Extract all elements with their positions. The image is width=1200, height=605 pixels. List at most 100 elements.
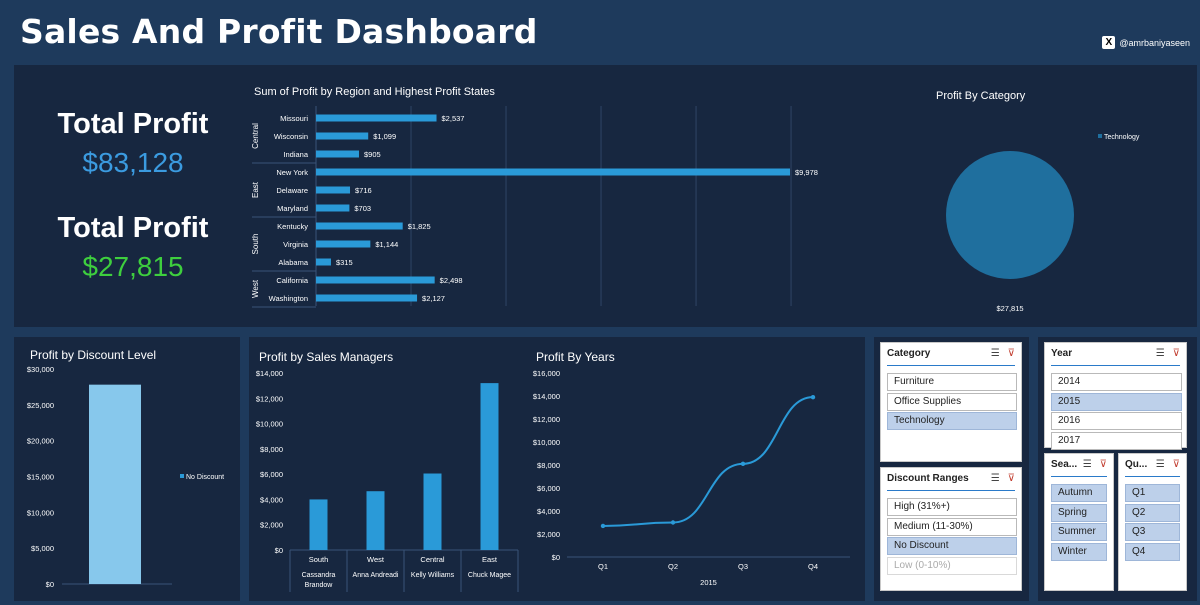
state-bar — [316, 240, 371, 248]
season-slicer-item[interactable]: Summer — [1051, 523, 1107, 541]
y-tick-label: $12,000 — [533, 415, 560, 424]
legend-swatch — [1098, 134, 1102, 138]
clear-filter-icon[interactable]: ⊽ — [1099, 459, 1107, 470]
state-label: California — [276, 276, 309, 285]
clear-filter-icon[interactable]: ⊽ — [1007, 348, 1015, 359]
state-label: Indiana — [283, 150, 308, 159]
state-label: Alabama — [278, 258, 308, 267]
region-group-label: West — [251, 279, 260, 298]
manager-label: Cassandra — [302, 572, 336, 579]
category-slicer-item[interactable]: Office Supplies — [887, 392, 1017, 411]
manager-bar — [309, 499, 328, 550]
state-value-label: $9,978 — [795, 168, 818, 177]
manager-label: Kelly Williams — [411, 572, 455, 579]
slicer-header-line — [1051, 365, 1180, 366]
state-value-label: $315 — [336, 258, 353, 267]
state-value-label: $716 — [355, 186, 372, 195]
y-tick-label: $4,000 — [537, 507, 560, 516]
slicer-toolbar: ☰ ⊽ — [1156, 459, 1180, 470]
y-tick-label: $4,000 — [260, 495, 283, 504]
quarter-label: Q1 — [598, 562, 608, 571]
y-tick-label: $8,000 — [260, 445, 283, 454]
years-chart: $16,000 $14,000 $12,000 $10,000 $8,000 $6,000… — [533, 369, 850, 587]
season-slicer: Sea... ☰ ⊽ Autumn Spring Summer Winter — [1044, 453, 1114, 591]
manager-bar — [480, 383, 499, 550]
multi-select-icon[interactable]: ☰ — [990, 348, 1000, 359]
multi-select-icon[interactable]: ☰ — [990, 473, 1000, 484]
slicer-header-line — [887, 490, 1015, 491]
pie-value-label: $27,815 — [996, 304, 1023, 313]
x-axis-title: 2015 — [700, 578, 717, 587]
discount-slicer-item[interactable]: Low (0-10%) — [887, 556, 1017, 575]
state-value-label: $703 — [354, 204, 371, 213]
y-tick-label: $30,000 — [27, 365, 54, 374]
season-slicer-item[interactable]: Winter — [1051, 542, 1107, 561]
y-tick-label: $0 — [552, 553, 560, 562]
y-tick-label: $14,000 — [256, 369, 283, 378]
region-group-label: Central — [251, 123, 260, 149]
pie-slice-technology — [946, 151, 1074, 279]
category-pie-chart: Technology $27,815 — [946, 134, 1140, 313]
y-tick-label: $10,000 — [533, 438, 560, 447]
season-slicer-item[interactable]: Spring — [1051, 503, 1107, 522]
multi-select-icon[interactable]: ☰ — [1155, 459, 1165, 470]
state-value-label: $2,498 — [440, 276, 463, 285]
quarter-label: Q3 — [738, 562, 748, 571]
year-slicer: Year ☰ ⊽ 2014 2015 2016 2017 — [1044, 342, 1187, 450]
state-value-label: $1,144 — [375, 240, 398, 249]
y-tick-label: $8,000 — [537, 461, 560, 470]
author-handle[interactable]: X @amrbaniyaseen — [1102, 36, 1190, 49]
year-slicer-item[interactable]: 2016 — [1051, 412, 1182, 430]
y-tick-label: $10,000 — [256, 420, 283, 429]
years-chart-title: Profit By Years — [536, 350, 615, 364]
legend-label: Technology — [1104, 134, 1140, 141]
region-group-label: South — [251, 234, 260, 255]
region-label: South — [309, 555, 329, 564]
discount-slicer-item[interactable]: High (31%+) — [887, 498, 1017, 516]
category-slicer-item[interactable]: Furniture — [887, 373, 1017, 391]
state-bar — [316, 204, 350, 212]
discount-slicer-item[interactable]: Medium (11-30%) — [887, 517, 1017, 536]
y-tick-label: $25,000 — [27, 401, 54, 410]
y-tick-label: $0 — [46, 580, 54, 589]
discount-chart-title: Profit by Discount Level — [30, 348, 157, 362]
x-logo-icon: X — [1102, 36, 1116, 49]
y-tick-label: $16,000 — [533, 369, 560, 378]
year-slicer-title: Year — [1051, 348, 1073, 359]
clear-filter-icon[interactable]: ⊽ — [1172, 348, 1180, 359]
legend-swatch — [180, 474, 184, 478]
quarter-slicer: Qu... ☰ ⊽ Q1 Q2 Q3 Q4 — [1118, 453, 1187, 591]
state-label: Missouri — [280, 114, 308, 123]
discount-ranges-slicer: Discount Ranges ☰ ⊽ High (31%+) Medium (11-3… — [880, 467, 1022, 591]
region-group-label: East — [251, 181, 260, 198]
y-tick-label: $2,000 — [260, 521, 283, 530]
quarter-slicer-item[interactable]: Q2 — [1125, 503, 1180, 522]
state-bar — [316, 114, 437, 122]
multi-select-icon[interactable]: ☰ — [1082, 459, 1092, 470]
state-value-label: $905 — [364, 150, 381, 159]
clear-filter-icon[interactable]: ⊽ — [1007, 473, 1015, 484]
slicer-toolbar: ☰ ⊽ — [991, 473, 1015, 484]
year-slicer-item[interactable]: 2017 — [1051, 431, 1182, 450]
discount-slicer-title: Discount Ranges — [887, 473, 969, 484]
clear-filter-icon[interactable]: ⊽ — [1172, 459, 1180, 470]
season-slicer-item[interactable]: Autumn — [1051, 484, 1107, 502]
multi-select-icon[interactable]: ☰ — [1155, 348, 1165, 359]
quarter-slicer-item[interactable]: Q4 — [1125, 542, 1180, 561]
state-label: New York — [276, 168, 308, 177]
region-label: East — [482, 555, 498, 564]
slicer-toolbar: ☰ ⊽ — [991, 348, 1015, 359]
kpi-total-profit-label: Total Profit — [57, 108, 209, 140]
category-slicer-item[interactable]: Technology — [887, 412, 1017, 430]
year-slicer-item[interactable]: 2014 — [1051, 373, 1182, 391]
quarter-slicer-item[interactable]: Q1 — [1125, 484, 1180, 502]
managers-chart-title: Profit by Sales Managers — [259, 350, 394, 364]
y-tick-label: $15,000 — [27, 473, 54, 482]
season-slicer-title: Sea... — [1051, 459, 1078, 470]
discount-slicer-item[interactable]: No Discount — [887, 537, 1017, 555]
quarter-slicer-item[interactable]: Q3 — [1125, 523, 1180, 541]
slicer-header-line — [887, 365, 1015, 366]
year-slicer-item[interactable]: 2015 — [1051, 392, 1182, 411]
category-slicer-title: Category — [887, 348, 931, 359]
y-tick-label: $0 — [275, 546, 283, 555]
